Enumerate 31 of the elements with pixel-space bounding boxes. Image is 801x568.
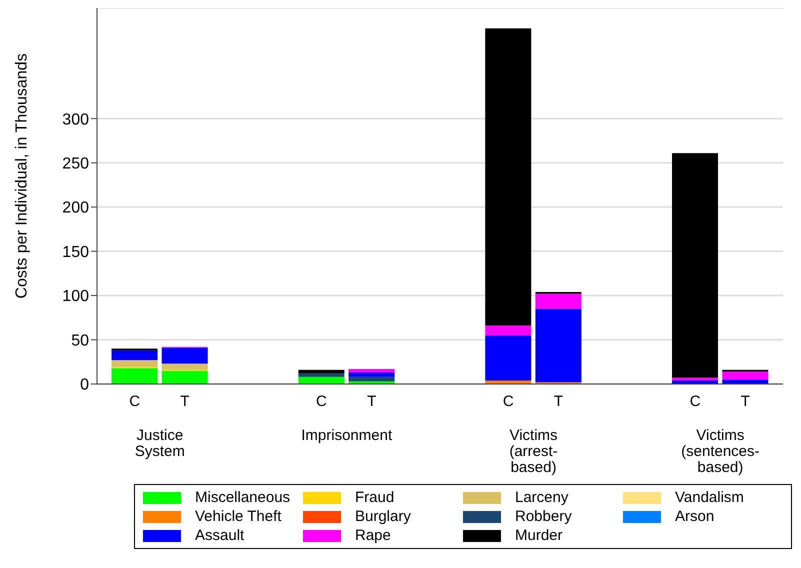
y-tick-label: 50 [71, 332, 90, 350]
legend-label: Robbery [515, 508, 572, 525]
x-tick-label: C [502, 393, 514, 410]
legend-label: Arson [675, 508, 714, 525]
y-tick-label: 200 [62, 200, 90, 217]
y-tick-label: 0 [80, 376, 90, 394]
y-tick-label: 150 [62, 244, 90, 261]
x-tick-label: C [316, 393, 328, 410]
text: Imprisonment [301, 427, 393, 444]
legend-label: Burglary [355, 508, 411, 525]
x-tick-label: T [180, 393, 190, 410]
legend-label: Fraud [355, 489, 394, 506]
text: Victims (arrest-based) [509, 427, 558, 476]
x-tick-label: C [129, 393, 140, 410]
legend-label: Rape [355, 527, 391, 544]
legend-label: Miscellaneous [195, 489, 290, 506]
legend-label: Vehicle Theft [195, 508, 282, 525]
y-tick-label: 100 [62, 288, 90, 306]
y-axis-title: Costs per Individual, in Thousands [14, 53, 31, 299]
legend-label: Assault [195, 527, 244, 544]
legend-label: Murder [515, 527, 563, 544]
x-tick-label: T [367, 393, 376, 410]
x-tick-label: T [554, 393, 564, 410]
legend-label: Vandalism [675, 489, 744, 506]
legend-label: Larceny [515, 489, 568, 506]
text: Victims (sentences-based) [681, 427, 760, 476]
x-tick-label: T [740, 393, 750, 410]
x-tick-label: C [690, 393, 701, 410]
text: Justice System [134, 427, 185, 460]
y-tick-label: 250 [62, 156, 90, 173]
y-tick-label: 300 [62, 111, 90, 128]
